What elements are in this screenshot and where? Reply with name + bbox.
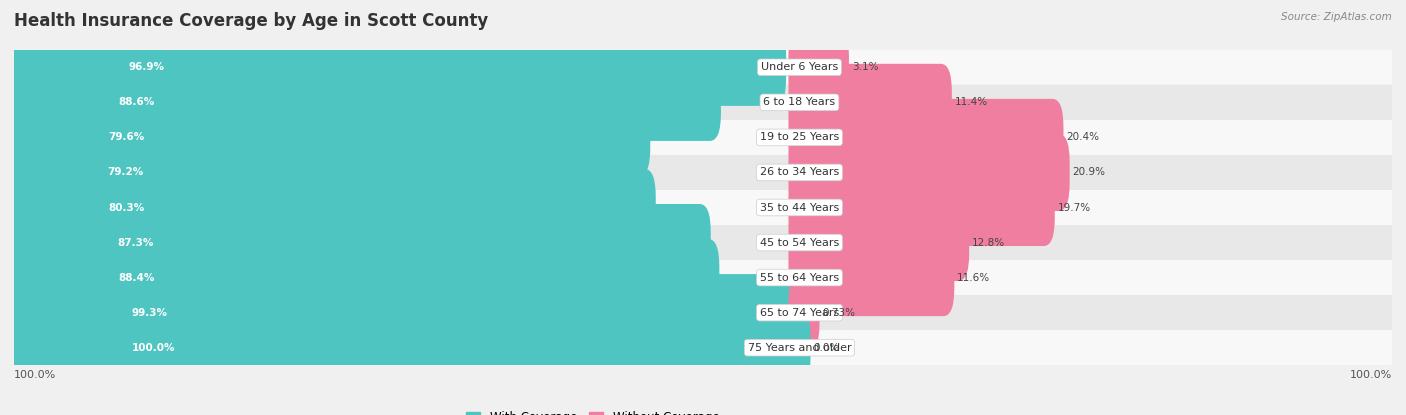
Text: 0.0%: 0.0% [813,343,839,353]
FancyBboxPatch shape [14,260,1392,295]
Text: 20.9%: 20.9% [1073,168,1105,178]
Text: 19 to 25 Years: 19 to 25 Years [759,132,839,142]
FancyBboxPatch shape [789,274,820,351]
Text: 88.4%: 88.4% [118,273,155,283]
Text: 12.8%: 12.8% [972,237,1005,247]
FancyBboxPatch shape [3,99,650,176]
FancyBboxPatch shape [3,309,810,386]
Text: 88.6%: 88.6% [118,98,155,107]
FancyBboxPatch shape [789,239,955,316]
FancyBboxPatch shape [789,134,1070,211]
Text: 11.4%: 11.4% [955,98,988,107]
FancyBboxPatch shape [3,64,721,141]
Text: 26 to 34 Years: 26 to 34 Years [759,168,839,178]
Text: 100.0%: 100.0% [132,343,176,353]
FancyBboxPatch shape [3,239,720,316]
Text: 80.3%: 80.3% [108,203,145,212]
Text: 35 to 44 Years: 35 to 44 Years [759,203,839,212]
Text: 96.9%: 96.9% [128,62,165,72]
FancyBboxPatch shape [789,204,969,281]
Text: 6 to 18 Years: 6 to 18 Years [763,98,835,107]
FancyBboxPatch shape [789,169,1054,246]
Text: 19.7%: 19.7% [1057,203,1091,212]
Text: 3.1%: 3.1% [852,62,879,72]
FancyBboxPatch shape [14,155,1392,190]
Text: 99.3%: 99.3% [131,308,167,317]
FancyBboxPatch shape [14,330,1392,365]
Text: 20.4%: 20.4% [1066,132,1099,142]
Text: 45 to 54 Years: 45 to 54 Years [759,237,839,247]
FancyBboxPatch shape [789,99,1063,176]
FancyBboxPatch shape [14,120,1392,155]
FancyBboxPatch shape [14,85,1392,120]
FancyBboxPatch shape [3,204,710,281]
FancyBboxPatch shape [14,190,1392,225]
Text: 75 Years and older: 75 Years and older [748,343,851,353]
Text: 55 to 64 Years: 55 to 64 Years [759,273,839,283]
Text: 79.2%: 79.2% [107,168,143,178]
FancyBboxPatch shape [14,225,1392,260]
Text: 79.6%: 79.6% [108,132,143,142]
FancyBboxPatch shape [789,64,952,141]
Text: 100.0%: 100.0% [14,371,56,381]
FancyBboxPatch shape [14,295,1392,330]
FancyBboxPatch shape [3,134,647,211]
Text: 0.73%: 0.73% [823,308,855,317]
Legend: With Coverage, Without Coverage: With Coverage, Without Coverage [461,406,724,415]
Text: 11.6%: 11.6% [957,273,990,283]
Text: 100.0%: 100.0% [1350,371,1392,381]
Text: Under 6 Years: Under 6 Years [761,62,838,72]
Text: 87.3%: 87.3% [117,237,153,247]
Text: Health Insurance Coverage by Age in Scott County: Health Insurance Coverage by Age in Scot… [14,12,488,30]
Text: Source: ZipAtlas.com: Source: ZipAtlas.com [1281,12,1392,22]
FancyBboxPatch shape [3,29,786,106]
FancyBboxPatch shape [3,169,655,246]
Text: 65 to 74 Years: 65 to 74 Years [759,308,839,317]
FancyBboxPatch shape [3,274,806,351]
FancyBboxPatch shape [789,29,849,106]
FancyBboxPatch shape [14,50,1392,85]
